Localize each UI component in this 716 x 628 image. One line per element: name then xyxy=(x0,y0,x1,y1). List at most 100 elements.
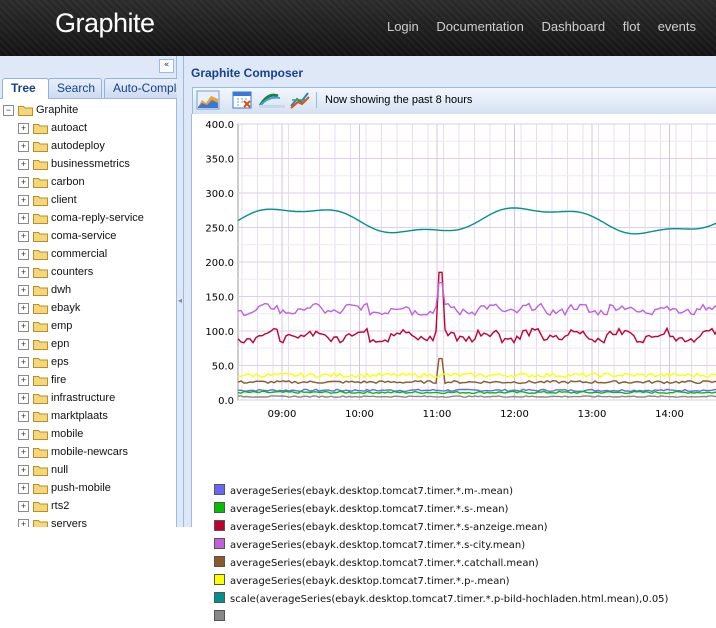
tree-item-label: coma-service xyxy=(51,230,117,242)
tree-item-mobile[interactable]: + mobile xyxy=(18,425,83,443)
graph-image[interactable]: 400.0 350.0 300.0 250.0 200.0 150.0 100.0 50.0 0… xyxy=(191,114,716,621)
nav-dashboard[interactable]: Dashboard xyxy=(541,19,606,34)
legend-swatch xyxy=(214,556,225,567)
tree-item-autoact[interactable]: + autoact xyxy=(18,119,87,137)
tree-item-dwh[interactable]: + dwh xyxy=(18,281,71,299)
x-tick-label: 09:00 xyxy=(268,409,297,420)
collapse-node-icon[interactable]: − xyxy=(3,104,14,116)
tree-item-null[interactable]: + null xyxy=(18,461,68,479)
legend-entry: scale(averageSeries(ebayk.desktop.tomcat… xyxy=(214,592,668,610)
expand-node-icon[interactable]: + xyxy=(18,338,29,350)
folder-icon xyxy=(33,483,48,494)
x-tick-label: 13:00 xyxy=(578,409,607,420)
brand-logo[interactable]: Graphite xyxy=(55,8,155,38)
expand-node-icon[interactable]: + xyxy=(18,320,29,332)
series-line xyxy=(237,395,716,398)
series-line xyxy=(237,390,716,395)
tree-item-carbon[interactable]: + carbon xyxy=(18,173,85,191)
url-icon[interactable] xyxy=(289,90,311,110)
x-tick-label: 10:00 xyxy=(345,409,374,420)
tree-item-commercial[interactable]: + commercial xyxy=(18,245,107,263)
tree-item-label: fire xyxy=(51,374,67,386)
folder-icon xyxy=(33,393,48,404)
tree-item-autodeploy[interactable]: + autodeploy xyxy=(18,137,105,155)
nav-flot[interactable]: flot xyxy=(622,19,641,34)
tree-item-push-mobile[interactable]: + push-mobile xyxy=(18,479,111,497)
expand-node-icon[interactable]: + xyxy=(18,212,29,224)
series-line xyxy=(237,388,716,393)
tree-item-label: epn xyxy=(51,338,70,350)
tree-item-label: marktplaats xyxy=(51,410,108,422)
nav-events[interactable]: events xyxy=(657,19,696,34)
tree-item-eps[interactable]: + eps xyxy=(18,353,69,371)
tree-item-businessmetrics[interactable]: + businessmetrics xyxy=(18,155,130,173)
tree-root[interactable]: − Graphite xyxy=(3,101,78,119)
legend-entry xyxy=(214,610,230,628)
tree-item-epn[interactable]: + epn xyxy=(18,335,69,353)
tree-item-coma-service[interactable]: + coma-service xyxy=(18,227,116,245)
expand-node-icon[interactable]: + xyxy=(18,446,29,458)
expand-node-icon[interactable]: + xyxy=(18,482,29,494)
expand-node-icon[interactable]: + xyxy=(18,266,29,278)
tree-item-fire[interactable]: + fire xyxy=(18,371,66,389)
recent-data-icon[interactable] xyxy=(258,90,285,110)
tree-item-emp[interactable]: + emp xyxy=(18,317,72,335)
tree-item-client[interactable]: + client xyxy=(18,191,77,209)
tree-item-ebayk[interactable]: + ebayk xyxy=(18,299,80,317)
expand-node-icon[interactable]: + xyxy=(18,410,29,422)
legend-entry: averageSeries(ebayk.desktop.tomcat7.time… xyxy=(214,574,510,592)
expand-node-icon[interactable]: + xyxy=(18,374,29,386)
legend-entry: averageSeries(ebayk.desktop.tomcat7.time… xyxy=(214,502,508,520)
tab-search[interactable]: Search xyxy=(48,78,102,98)
tab-tree[interactable]: Tree xyxy=(2,78,49,99)
line-chart: 400.0 350.0 300.0 250.0 200.0 150.0 100.0 50.0 0… xyxy=(205,120,716,420)
expand-node-icon[interactable]: + xyxy=(18,140,29,152)
tree-item-label: infrastructure xyxy=(51,392,116,404)
tree-item-label: servers xyxy=(51,518,88,527)
tab-auto-complete[interactable]: Auto-Complete xyxy=(104,78,192,98)
expand-node-icon[interactable]: + xyxy=(18,158,29,170)
tree-item-counters[interactable]: + counters xyxy=(18,263,93,281)
x-tick-label: 12:00 xyxy=(500,409,529,420)
expand-node-icon[interactable]: + xyxy=(18,302,29,314)
panel-splitter[interactable]: ◂ xyxy=(177,56,183,527)
tree-item-infrastructure[interactable]: + infrastructure xyxy=(18,389,115,407)
folder-icon xyxy=(33,249,48,260)
legend-entry: averageSeries(ebayk.desktop.tomcat7.time… xyxy=(214,556,539,574)
y-tick-label: 50.0 xyxy=(212,362,234,373)
expand-node-icon[interactable]: + xyxy=(18,248,29,260)
tree-item-label: autoact xyxy=(51,122,88,134)
tree-item-marktplaats[interactable]: + marktplaats xyxy=(18,407,108,425)
tree-item-rts2[interactable]: + rts2 xyxy=(18,497,69,515)
folder-icon xyxy=(33,195,48,206)
expand-node-icon[interactable]: + xyxy=(18,356,29,368)
x-tick-label: 14:00 xyxy=(655,409,684,420)
legend-label: scale(averageSeries(ebayk.desktop.tomcat… xyxy=(230,594,669,605)
expand-node-icon[interactable]: + xyxy=(18,428,29,440)
calendar-icon[interactable] xyxy=(231,90,253,110)
expand-node-icon[interactable]: + xyxy=(18,194,29,206)
legend-entry: averageSeries(ebayk.desktop.tomcat7.time… xyxy=(214,484,513,502)
graph-options-icon[interactable] xyxy=(196,90,220,110)
expand-node-icon[interactable]: + xyxy=(18,230,29,242)
expand-node-icon[interactable]: + xyxy=(18,464,29,476)
nav-documentation[interactable]: Documentation xyxy=(436,19,524,34)
expand-node-icon[interactable]: + xyxy=(18,392,29,404)
tree-item-servers[interactable]: + servers xyxy=(18,515,87,527)
tree-item-coma-reply-service[interactable]: + coma-reply-service xyxy=(18,209,144,227)
y-tick-label: 350.0 xyxy=(205,155,234,166)
expand-node-icon[interactable]: + xyxy=(18,518,29,527)
legend-entry: averageSeries(ebayk.desktop.tomcat7.time… xyxy=(214,520,548,538)
tree-item-label: commercial xyxy=(51,248,108,260)
folder-icon xyxy=(33,285,48,296)
collapse-panel-icon[interactable]: « xyxy=(159,59,174,73)
expand-node-icon[interactable]: + xyxy=(18,122,29,134)
expand-node-icon[interactable]: + xyxy=(18,500,29,512)
nav-login[interactable]: Login xyxy=(386,19,419,34)
series-line xyxy=(238,372,716,379)
expand-node-icon[interactable]: + xyxy=(18,176,29,188)
splitter-grip-icon[interactable]: ◂ xyxy=(178,296,183,305)
expand-node-icon[interactable]: + xyxy=(18,284,29,296)
folder-icon xyxy=(33,141,48,152)
tree-item-mobile-newcars[interactable]: + mobile-newcars xyxy=(18,443,128,461)
